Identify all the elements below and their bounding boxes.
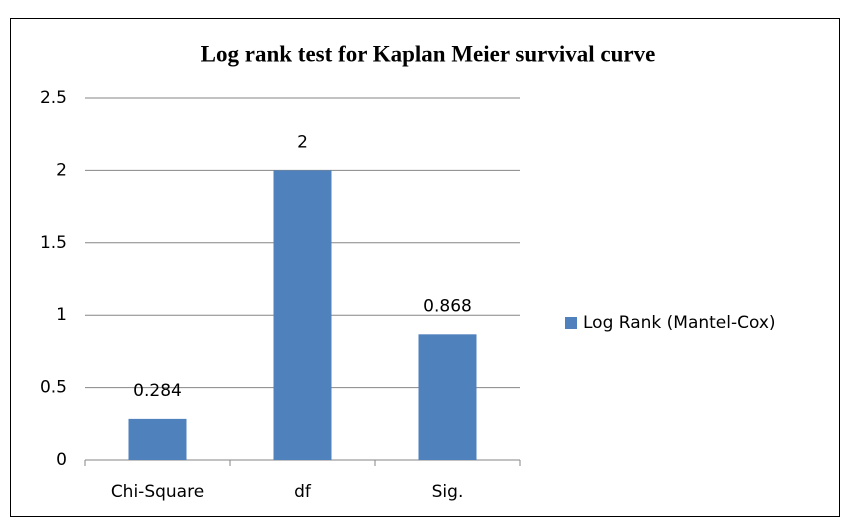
- bar: [273, 170, 332, 460]
- chart-title: Log rank test for Kaplan Meier survival …: [201, 41, 656, 66]
- y-tick-label: 1: [56, 305, 67, 325]
- y-tick-label: 1.5: [40, 233, 67, 253]
- data-label: 0.868: [423, 296, 472, 316]
- data-label: 2: [297, 132, 308, 152]
- data-label: 0.284: [133, 381, 182, 401]
- x-tick-label: Chi-Square: [111, 482, 204, 502]
- y-tick-label: 2.5: [40, 88, 67, 108]
- legend-swatch: [565, 317, 577, 329]
- y-tick-label: 2: [56, 160, 67, 180]
- y-tick-label: 0: [56, 450, 67, 470]
- bar: [128, 418, 187, 460]
- y-tick-label: 0.5: [40, 378, 67, 398]
- x-tick-label: Sig.: [432, 482, 464, 502]
- legend-label: Log Rank (Mantel-Cox): [583, 313, 776, 333]
- x-tick-label: df: [294, 482, 312, 502]
- bar: [418, 334, 477, 460]
